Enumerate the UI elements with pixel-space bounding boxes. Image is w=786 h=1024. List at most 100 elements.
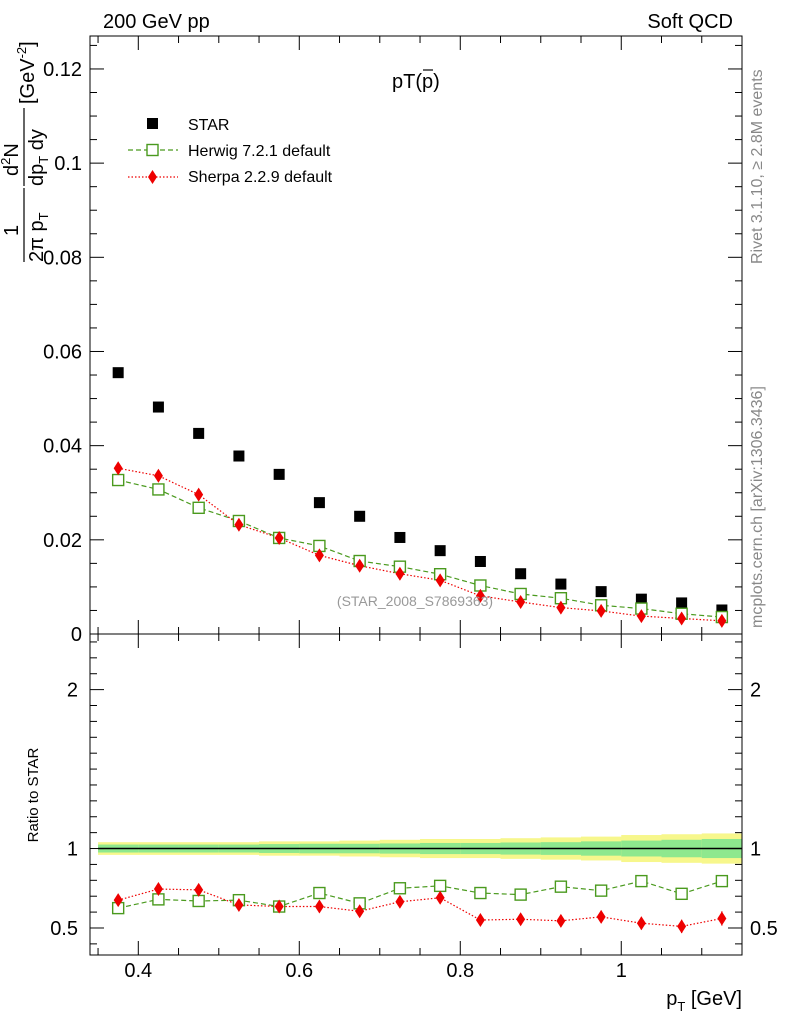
star-point [595, 586, 607, 598]
herwig-ratio-point [474, 886, 487, 900]
star-point [434, 545, 446, 557]
sherpa-ratio-point [717, 911, 727, 926]
star-point [676, 597, 688, 609]
legend-star-label: STAR [188, 117, 229, 134]
ratio-y-tick-label-right: 2 [750, 680, 761, 702]
main-panel: 0 0.02 0.04 0.06 0.08 0.1 0.12 pT(p) STAR Herw… [0, 35, 743, 646]
herwig-ratio-point [594, 884, 608, 897]
header-right: Soft QCD [647, 11, 733, 33]
main-axes: 0 0.02 0.04 0.06 0.08 0.1 0.12 [43, 36, 743, 646]
sherpa-point [596, 603, 606, 618]
star-point [112, 367, 124, 379]
star-point [394, 531, 406, 543]
star-point [515, 568, 527, 580]
sherpa-point [556, 600, 566, 615]
y-tick-label: 0.02 [43, 530, 82, 552]
plot-title-bar-char: p [422, 71, 433, 93]
sherpa-ratio-point [435, 890, 445, 905]
star-point [474, 555, 486, 567]
sherpa-ratio-point [234, 897, 244, 912]
main-data-layer [111, 367, 729, 628]
y-tick-label: 0.08 [43, 247, 82, 269]
sherpa-point [395, 566, 405, 581]
herwig-point [192, 501, 205, 515]
sherpa-ratio-point [355, 904, 365, 919]
herwig-line [118, 479, 722, 618]
ratio-y-tick-label: 2 [67, 680, 78, 702]
herwig-point [111, 473, 125, 487]
star-point [555, 578, 567, 590]
sherpa-ratio-point [314, 899, 324, 914]
sherpa-point [355, 558, 365, 573]
main-ylabel: 1 2π pT d2N dpT dy [GeV-2] [0, 41, 51, 262]
star-point [716, 604, 728, 616]
star-point [233, 450, 245, 462]
ratio-y-tick-label: 0.5 [50, 918, 78, 940]
ratio-data-layer [98, 833, 743, 934]
ratio-panel: 0.4 0.6 0.8 1 0.5 0.5 1 1 2 2 Ratio to STAR pT [G… [25, 633, 778, 1014]
sherpa-ratio-point [556, 913, 566, 928]
sherpa-ratio-point [677, 919, 687, 934]
herwig-ratio-point [715, 874, 729, 888]
ratio-ylabel: Ratio to STAR [25, 747, 42, 842]
sherpa-point [274, 530, 284, 545]
ylabel-frac1-num: 1 [1, 225, 23, 236]
sherpa-ratio-point [516, 912, 526, 927]
rivet-label: Rivet 3.1.10, ≥ 2.8M events [749, 69, 766, 264]
x-tick-label: 0.6 [285, 960, 313, 982]
star-point [152, 401, 164, 413]
plot-title-main: pT( [392, 71, 422, 93]
y-tick-label: 0.12 [43, 59, 82, 81]
plot-title: pT(p) [392, 71, 440, 93]
ylabel-frac2-den: dpT dy [26, 129, 51, 186]
sherpa-point [435, 573, 445, 588]
header-left: 200 GeV pp [103, 11, 210, 33]
star-point [193, 427, 205, 439]
y-tick-label: 0 [71, 624, 82, 646]
ratio-y-tick-label-right: 0.5 [750, 918, 778, 940]
herwig-ratio-point [433, 879, 447, 893]
sherpa-ratio-point [274, 899, 284, 914]
sherpa-point [636, 609, 646, 624]
y-tick-label: 0.06 [43, 341, 82, 363]
star-point [354, 510, 366, 522]
y-tick-label: 0.1 [54, 153, 82, 175]
legend-star-marker [147, 118, 158, 129]
legend-herwig-marker [146, 143, 159, 157]
herwig-ratio-point [313, 886, 326, 900]
x-tick-label: 1 [616, 960, 627, 982]
herwig-ratio-point [635, 874, 648, 888]
sherpa-point [153, 468, 163, 483]
sherpa-ratio-point [153, 882, 163, 897]
herwig-ratio-point [393, 882, 407, 895]
star-point [273, 468, 285, 480]
sherpa-ratio-point [113, 893, 123, 908]
sherpa-ratio-point [194, 882, 204, 897]
herwig-point [152, 483, 165, 496]
mcplots-label: mcplots.cern.ch [arXiv:1306.3436] [749, 386, 766, 628]
sherpa-point [516, 594, 526, 609]
legend-sherpa-marker [148, 170, 157, 184]
sherpa-point [194, 487, 204, 502]
sherpa-point [677, 611, 687, 626]
sherpa-ratio-line [118, 888, 722, 928]
ratio-frame [89, 633, 743, 956]
ylabel-frac1-den: 2π pT [26, 212, 51, 262]
sherpa-point [234, 517, 244, 532]
sherpa-ratio-point [636, 916, 646, 931]
x-tick-label: 0.8 [446, 960, 474, 982]
herwig-ratio-line [118, 880, 723, 909]
legend-sherpa-label: Sherpa 2.2.9 default [188, 169, 333, 186]
xlabel: pT [GeV] [666, 988, 742, 1014]
sherpa-ratio-point [596, 909, 606, 924]
ratio-y-tick-label: 1 [67, 839, 78, 861]
plot-title-close: ) [433, 71, 440, 93]
x-tick-label: 0.4 [124, 960, 152, 982]
ylabel-unit: [GeV-2] [14, 41, 39, 104]
star-point [635, 593, 647, 605]
herwig-ratio-point [514, 888, 527, 901]
sherpa-point [717, 613, 727, 628]
legend-herwig-label: Herwig 7.2.1 default [188, 143, 331, 160]
sherpa-point [314, 548, 324, 563]
